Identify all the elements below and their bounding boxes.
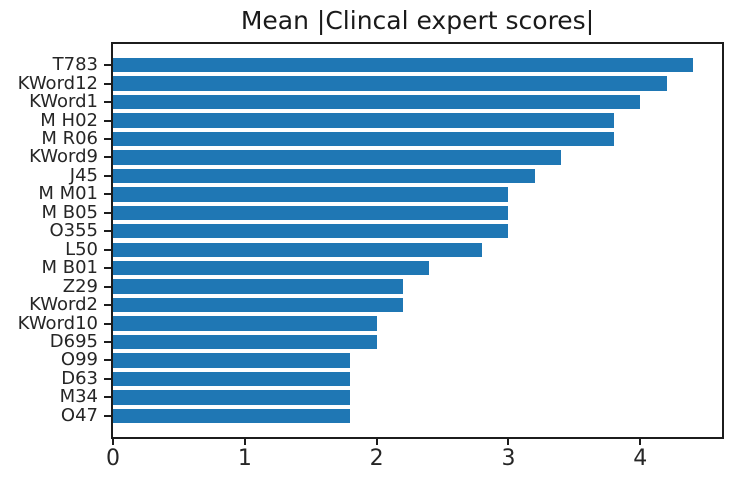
y-tick-mark <box>104 174 111 177</box>
y-tick-mark <box>104 340 111 343</box>
y-tick-mark <box>104 359 111 362</box>
y-tick-label: KWord10 <box>17 312 98 334</box>
y-tick-label: O355 <box>49 220 98 242</box>
bar <box>113 390 351 405</box>
y-tick-mark <box>104 193 111 196</box>
y-tick-mark <box>104 396 111 399</box>
y-tick-label: T783 <box>52 54 98 76</box>
y-tick-label: J45 <box>69 164 98 186</box>
y-tick-label: M M01 <box>38 183 98 205</box>
x-tick-label: 1 <box>237 446 252 471</box>
x-tick-mark <box>639 439 642 445</box>
bar <box>113 353 351 368</box>
y-tick-label: KWord9 <box>29 146 98 168</box>
bar <box>113 131 614 147</box>
y-tick-label: M B05 <box>41 201 98 223</box>
bar <box>113 187 509 202</box>
bar <box>113 205 509 221</box>
bar <box>113 58 693 73</box>
y-tick-mark <box>104 119 111 122</box>
y-tick-mark <box>104 230 111 233</box>
y-tick-label: M H02 <box>40 109 98 131</box>
y-tick-label: L50 <box>65 238 98 260</box>
bar <box>113 334 377 350</box>
y-tick-mark <box>104 248 111 251</box>
y-tick-label: D695 <box>49 330 98 352</box>
x-tick-mark <box>507 439 510 445</box>
bar <box>113 150 562 165</box>
y-tick-mark <box>104 377 111 380</box>
x-tick-mark <box>112 439 114 445</box>
x-tick-mark <box>243 439 246 445</box>
y-tick-mark <box>104 211 111 214</box>
bar <box>113 297 403 313</box>
y-tick-label: M B01 <box>41 257 98 279</box>
bar <box>113 316 377 331</box>
x-tick-label: 3 <box>501 446 516 471</box>
y-tick-mark <box>104 101 111 104</box>
bar <box>113 242 483 257</box>
y-tick-label: O99 <box>60 349 98 371</box>
bar <box>113 168 535 184</box>
x-tick-mark <box>375 439 378 445</box>
x-tick-label: 4 <box>633 446 648 471</box>
y-tick-mark <box>104 285 111 288</box>
y-tick-mark <box>104 322 111 325</box>
y-tick-mark <box>104 82 111 85</box>
bar <box>113 94 641 110</box>
y-tick-label: M34 <box>59 386 98 408</box>
y-tick-mark <box>104 414 111 417</box>
y-tick-label: Z29 <box>62 275 98 297</box>
x-tick-label: 2 <box>369 446 384 471</box>
y-tick-label: M R06 <box>41 128 98 150</box>
x-tick-label: 0 <box>106 446 120 471</box>
bar <box>113 260 430 276</box>
bar <box>113 408 351 423</box>
y-tick-label: KWord2 <box>29 294 98 316</box>
y-tick-mark <box>104 64 111 67</box>
bar <box>113 76 667 91</box>
y-tick-label: KWord12 <box>17 72 98 94</box>
bar <box>113 279 403 294</box>
bar <box>113 371 351 387</box>
chart-title: Mean |Clincal expert scores| <box>240 6 595 35</box>
y-tick-label: D63 <box>61 367 98 389</box>
y-tick-label: O47 <box>60 404 98 426</box>
y-tick-mark <box>104 138 111 141</box>
y-tick-mark <box>104 267 111 270</box>
bar <box>113 113 614 128</box>
bar <box>113 224 509 239</box>
y-tick-mark <box>104 304 111 307</box>
y-tick-mark <box>104 156 111 159</box>
y-tick-label: KWord1 <box>29 91 98 113</box>
